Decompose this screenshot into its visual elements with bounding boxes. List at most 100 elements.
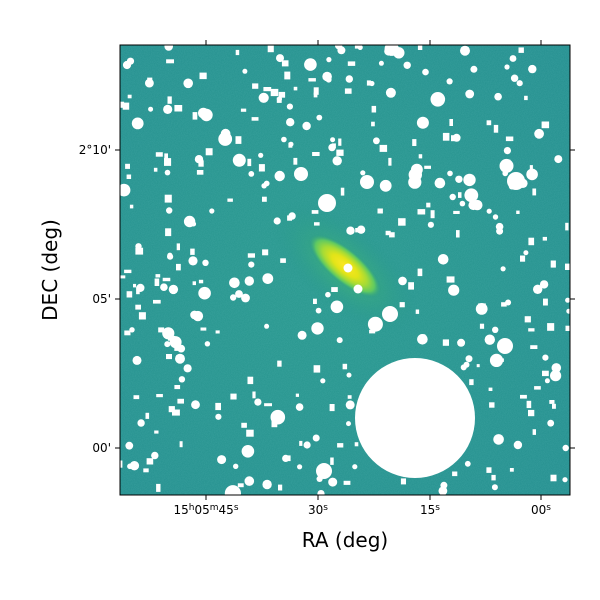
star-mask-square bbox=[399, 302, 405, 308]
star-mask-square bbox=[418, 154, 423, 159]
star-mask-square bbox=[340, 187, 345, 196]
star-mask-square bbox=[489, 402, 495, 408]
star-mask-square bbox=[442, 339, 449, 346]
star-mask-circle bbox=[382, 306, 398, 322]
star-mask-circle bbox=[539, 280, 549, 289]
star-mask-square bbox=[371, 105, 377, 113]
star-mask-circle bbox=[493, 434, 504, 445]
star-mask-square bbox=[258, 164, 265, 172]
star-mask-circle bbox=[191, 400, 200, 410]
star-mask-circle bbox=[504, 64, 510, 70]
star-mask-circle bbox=[230, 294, 237, 301]
star-mask-square bbox=[313, 365, 321, 373]
star-mask-square bbox=[337, 443, 344, 448]
star-mask-square bbox=[458, 192, 462, 198]
star-mask-square bbox=[246, 429, 254, 437]
star-mask-square bbox=[167, 96, 172, 104]
star-mask-circle bbox=[494, 92, 502, 101]
star-mask-circle bbox=[273, 217, 281, 225]
star-mask-square bbox=[158, 327, 165, 333]
star-mask-square bbox=[344, 88, 352, 94]
star-mask-square bbox=[133, 395, 140, 400]
star-mask-square bbox=[172, 409, 180, 416]
star-mask-circle bbox=[136, 283, 145, 292]
star-mask-square bbox=[154, 430, 159, 434]
star-mask-square bbox=[509, 468, 514, 472]
star-mask-square bbox=[138, 312, 146, 320]
star-mask-square bbox=[312, 152, 320, 156]
star-mask-square bbox=[129, 204, 134, 209]
star-mask-circle bbox=[127, 463, 133, 470]
star-mask-circle bbox=[516, 80, 523, 87]
x-tick-label-2: 15s bbox=[420, 503, 440, 517]
star-mask-circle bbox=[262, 479, 272, 490]
star-mask-square bbox=[314, 222, 320, 226]
star-mask-circle bbox=[125, 441, 134, 450]
star-mask-circle bbox=[550, 370, 562, 382]
star-mask-square bbox=[366, 80, 371, 86]
star-mask-square bbox=[446, 276, 455, 283]
y-tick-label-1: 05' bbox=[92, 292, 111, 306]
star-mask-square bbox=[205, 148, 213, 156]
star-mask-circle bbox=[166, 207, 173, 214]
star-mask-circle bbox=[542, 354, 549, 361]
star-mask-circle bbox=[464, 460, 471, 467]
star-mask-square bbox=[126, 291, 133, 298]
star-mask-square bbox=[198, 160, 204, 167]
star-mask-square bbox=[227, 198, 233, 202]
star-mask-circle bbox=[437, 253, 449, 265]
star-mask-circle bbox=[384, 46, 393, 56]
star-mask-circle bbox=[258, 92, 269, 103]
star-mask-square bbox=[400, 478, 406, 485]
star-mask-square bbox=[235, 49, 240, 56]
star-mask-circle bbox=[457, 338, 466, 347]
star-mask-square bbox=[295, 393, 299, 397]
star-mask-square bbox=[280, 258, 286, 263]
y-tick-label-2: 00' bbox=[92, 441, 111, 455]
star-mask-circle bbox=[499, 158, 514, 173]
star-mask-square bbox=[277, 360, 282, 367]
star-mask-square bbox=[534, 386, 541, 390]
star-mask-square bbox=[532, 429, 536, 435]
star-mask-circle bbox=[286, 118, 295, 127]
star-mask-square bbox=[262, 249, 269, 256]
star-mask-square bbox=[154, 278, 160, 286]
star-mask-square bbox=[452, 471, 458, 477]
star-mask-circle bbox=[330, 137, 336, 143]
star-mask-square bbox=[342, 363, 348, 370]
star-mask-square bbox=[488, 387, 493, 391]
star-mask-square bbox=[252, 83, 259, 89]
star-mask-square bbox=[215, 402, 221, 411]
star-mask-square bbox=[532, 188, 537, 196]
star-mask-circle bbox=[446, 78, 453, 85]
axis-ticks bbox=[115, 40, 575, 500]
star-mask-circle bbox=[460, 364, 467, 371]
star-mask-circle bbox=[528, 64, 537, 74]
star-mask-circle bbox=[164, 169, 171, 176]
star-mask-circle bbox=[325, 291, 331, 298]
star-mask-circle bbox=[258, 152, 264, 158]
star-mask-circle bbox=[192, 310, 204, 322]
star-mask-square bbox=[417, 268, 423, 277]
star-mask-circle bbox=[137, 419, 145, 427]
star-mask-circle bbox=[183, 78, 193, 89]
star-mask-circle bbox=[398, 276, 407, 286]
star-mask-circle bbox=[297, 330, 307, 340]
x-tick-label-3: 00s bbox=[531, 503, 551, 517]
star-mask-square bbox=[267, 45, 274, 53]
star-mask-square bbox=[565, 222, 569, 231]
star-mask-circle bbox=[345, 75, 353, 83]
star-mask-square bbox=[176, 263, 181, 271]
star-mask-square bbox=[247, 376, 254, 385]
star-mask-square bbox=[479, 323, 485, 329]
star-mask-square bbox=[278, 484, 283, 491]
star-mask-circle bbox=[484, 334, 495, 345]
star-mask-square bbox=[338, 138, 342, 146]
star-mask-square bbox=[385, 230, 391, 236]
star-mask-circle bbox=[455, 175, 463, 183]
image-panel bbox=[120, 45, 570, 495]
star-mask-square bbox=[530, 345, 538, 349]
star-mask-square bbox=[547, 323, 555, 331]
star-mask-square bbox=[143, 468, 149, 473]
star-mask-square bbox=[331, 287, 338, 292]
